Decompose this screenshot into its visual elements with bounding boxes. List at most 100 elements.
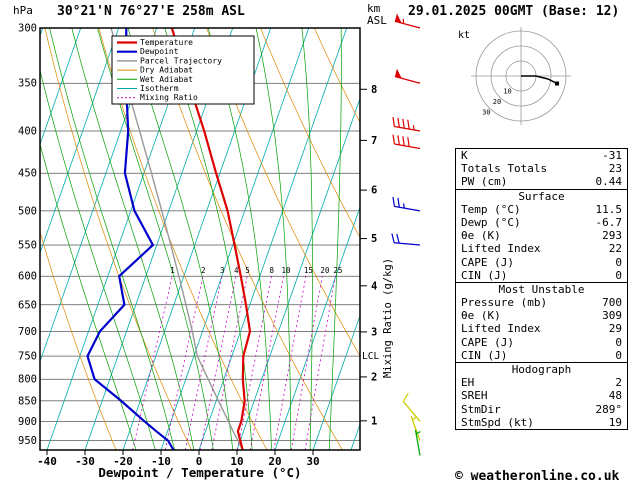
mixing-ratio-axis: Mixing Ratio (g/kg)	[382, 258, 394, 378]
svg-text:15: 15	[304, 266, 313, 275]
hodograph-unit-label: kt	[458, 30, 470, 41]
svg-text:750: 750	[18, 351, 37, 363]
stat-value: 48	[608, 389, 622, 403]
svg-text:Mixing Ratio: Mixing Ratio	[140, 93, 198, 102]
svg-text:500: 500	[18, 205, 37, 217]
wind-barb	[394, 13, 421, 29]
stat-row: Totals Totals 23	[456, 162, 627, 175]
svg-text:0: 0	[196, 455, 203, 468]
stat-value: 309	[602, 309, 622, 323]
svg-text:6: 6	[371, 185, 377, 197]
hodograph-trace	[521, 75, 558, 85]
svg-text:20: 20	[268, 455, 281, 468]
stat-value: 29	[608, 322, 622, 336]
stat-value: 0	[615, 255, 622, 269]
stat-label: PW (cm)	[461, 175, 508, 189]
stat-row: StmSpd (kt) 19	[456, 416, 627, 429]
stat-label: CAPE (J)	[461, 335, 514, 349]
svg-text:Isotherm: Isotherm	[140, 84, 179, 93]
wind-barb	[414, 429, 421, 456]
stat-value: 0	[615, 268, 622, 282]
svg-text:600: 600	[18, 271, 37, 283]
temperature-curve	[170, 28, 252, 450]
stat-row: Dewp (°C) -6.7	[456, 216, 627, 229]
stat-value: -6.7	[595, 215, 623, 229]
stat-value: 289°	[595, 402, 623, 416]
wind-barb	[392, 117, 421, 132]
svg-text:700: 700	[18, 326, 37, 338]
svg-text:10: 10	[281, 266, 291, 275]
stat-row: CAPE (J) 0	[456, 336, 627, 349]
svg-text:3: 3	[371, 326, 377, 338]
stat-value: 700	[602, 296, 622, 310]
stat-label: Pressure (mb)	[461, 296, 548, 310]
stat-value: 293	[602, 229, 622, 243]
svg-text:2: 2	[371, 371, 377, 383]
svg-text:-40: -40	[37, 455, 57, 468]
svg-text:-30: -30	[75, 455, 95, 468]
svg-text:4: 4	[371, 280, 377, 292]
altitude-axis-label: km ASL	[367, 2, 387, 27]
stat-label: SREH	[461, 389, 488, 403]
stat-label: Lifted Index	[461, 322, 541, 336]
stat-value: 11.5	[595, 202, 623, 216]
parcel-trajectory-curve	[110, 28, 244, 450]
pressure-unit-label: hPa	[13, 4, 33, 17]
stat-label: EH	[461, 376, 475, 390]
svg-text:10: 10	[230, 455, 243, 468]
svg-text:5: 5	[371, 233, 377, 245]
wet-adiabat-lines	[40, 28, 342, 450]
stat-value: 0	[615, 335, 622, 349]
wind-barb	[391, 233, 421, 246]
temperature-axis: -40 -30 -20 -10 0 10 20 30 Dewpoint / Temperatur…	[37, 450, 320, 480]
mixing-ratio-labels: 1 2 3 4 5 8 10 15 20 25	[170, 266, 342, 275]
stat-label: θe (K)	[461, 309, 501, 323]
stat-label: K	[461, 149, 468, 162]
svg-text:950: 950	[18, 435, 37, 447]
svg-text:-10: -10	[151, 455, 171, 468]
stat-label: θe (K)	[461, 229, 501, 243]
stat-label: Lifted Index	[461, 242, 541, 256]
stat-label: Dewp (°C)	[461, 215, 521, 229]
wind-barb	[392, 134, 421, 150]
svg-text:300: 300	[18, 23, 37, 35]
svg-text:25: 25	[333, 266, 342, 275]
svg-text:Dewpoint: Dewpoint	[140, 47, 179, 56]
svg-text:1: 1	[371, 415, 377, 427]
svg-text:2: 2	[201, 266, 206, 275]
wind-barb	[394, 68, 421, 84]
storm-motion-dot	[555, 81, 559, 86]
stat-row: Temp (°C) 11.5	[456, 203, 627, 216]
datetime-title: 29.01.2025 00GMT (Base: 12)	[408, 4, 620, 19]
stat-section-header: Surface	[456, 188, 627, 203]
wind-barb	[410, 416, 421, 441]
stats-panel: K -31 Totals Totals 23 PW (cm) 0.44 Surface…	[455, 148, 628, 430]
mixing-ratio-lines	[132, 276, 336, 450]
svg-text:20: 20	[320, 266, 330, 275]
svg-text:1: 1	[170, 266, 175, 275]
stat-row: Lifted Index 29	[456, 322, 627, 335]
stat-row: Lifted Index 22	[456, 242, 627, 255]
stat-label: Totals Totals	[461, 162, 548, 176]
svg-text:10: 10	[503, 87, 511, 95]
svg-text:Parcel Trajectory: Parcel Trajectory	[140, 56, 222, 65]
stat-row: CIN (J) 0	[456, 269, 627, 282]
stat-row: CAPE (J) 0	[456, 256, 627, 269]
svg-text:650: 650	[18, 299, 37, 311]
svg-text:8: 8	[270, 266, 275, 275]
stat-value: 0.44	[595, 175, 623, 189]
stat-row: Pressure (mb) 700	[456, 296, 627, 309]
stat-row: PW (cm) 0.44	[456, 175, 627, 188]
stat-row: K -31	[456, 149, 627, 162]
stat-row: SREH 48	[456, 389, 627, 402]
svg-text:-20: -20	[113, 455, 133, 468]
svg-text:350: 350	[18, 78, 37, 90]
svg-text:450: 450	[18, 168, 37, 180]
profile-curves	[86, 28, 252, 450]
stat-value: 23	[608, 162, 622, 176]
stat-value: -31	[602, 149, 622, 162]
